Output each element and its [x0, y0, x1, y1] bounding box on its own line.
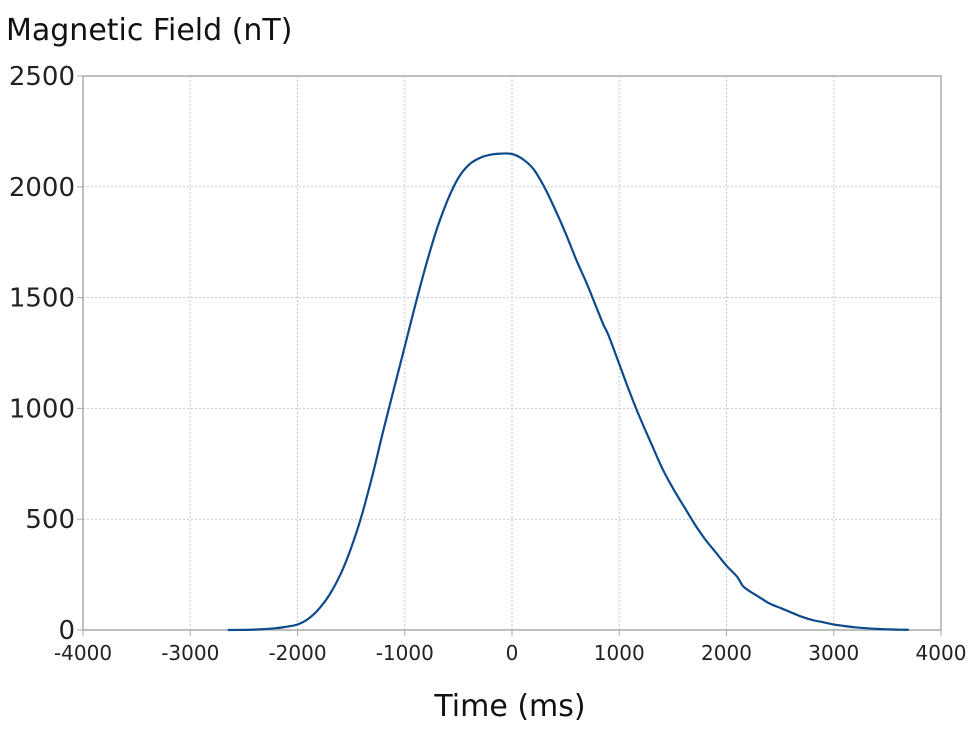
x-tick-label: 4000	[916, 641, 967, 665]
y-axis-label: Magnetic Field (nT)	[6, 13, 292, 48]
x-axis-label: Time (ms)	[433, 689, 585, 724]
x-tick-label: 1000	[594, 641, 645, 665]
x-tick-label: 3000	[808, 641, 859, 665]
y-tick-label: 0	[58, 616, 75, 646]
x-tick-label: 2000	[701, 641, 752, 665]
x-tick-label: -3000	[161, 641, 219, 665]
x-tick-label: 0	[506, 641, 519, 665]
x-axis-ticks: -4000 -3000 -2000 -1000 0 1000 2000 3000 4000	[54, 630, 967, 665]
y-tick-label: 2000	[9, 173, 75, 203]
grid-lines	[83, 76, 941, 630]
y-tick-label: 500	[25, 505, 75, 535]
y-tick-label: 2500	[9, 62, 75, 92]
y-axis-ticks: 0 500 1000 1500 2000 2500	[9, 62, 83, 646]
x-tick-label: -1000	[376, 641, 434, 665]
y-tick-label: 1500	[9, 284, 75, 314]
x-tick-label: -2000	[268, 641, 326, 665]
y-tick-label: 1000	[9, 394, 75, 424]
x-tick-label: -4000	[54, 641, 112, 665]
series-line	[227, 152, 909, 632]
